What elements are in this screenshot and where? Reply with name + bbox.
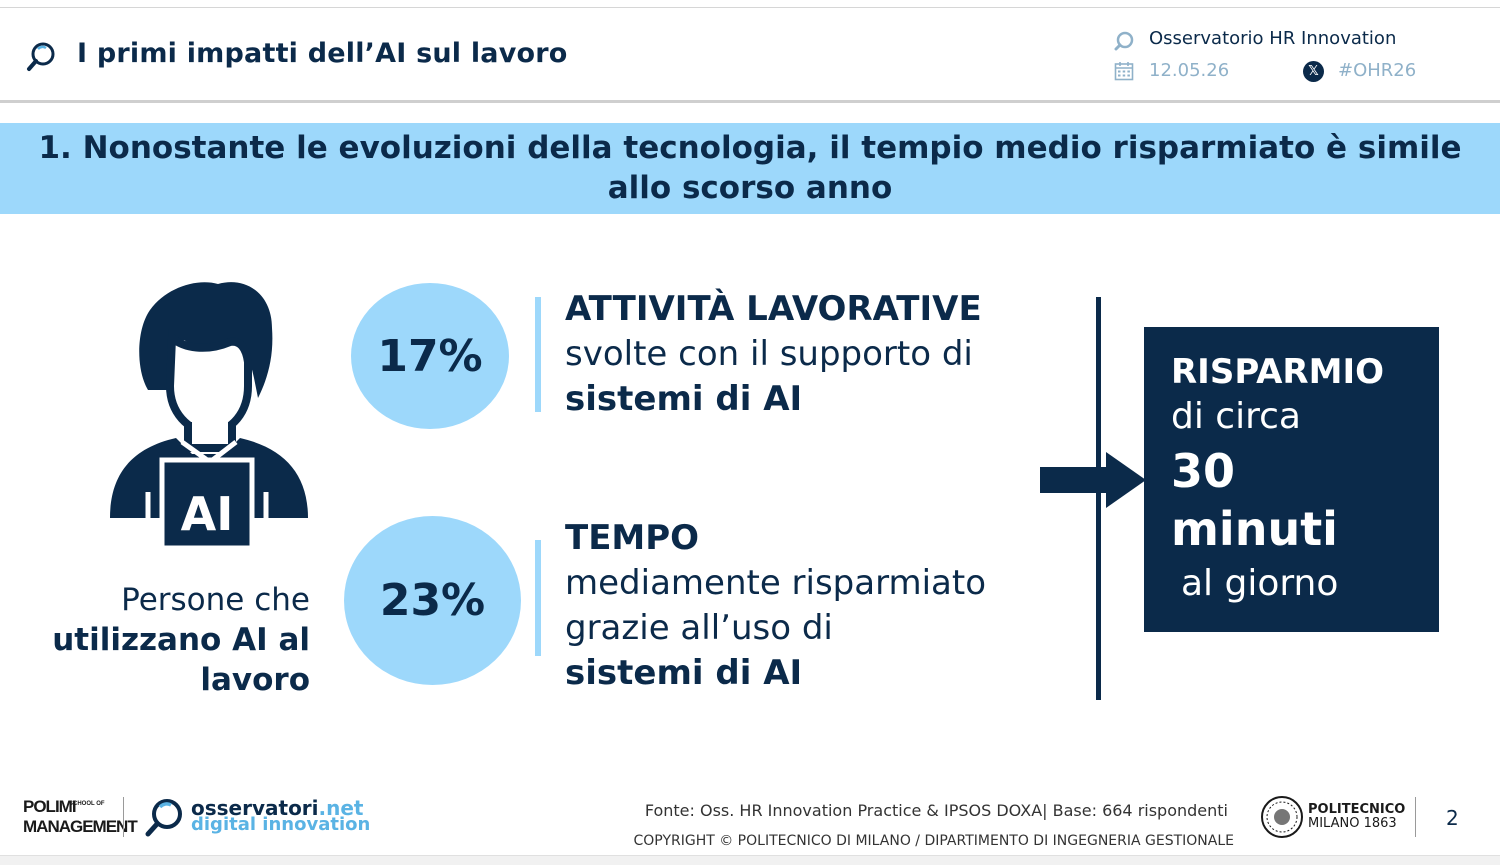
digital-innovation-text: digital innovation — [191, 814, 371, 835]
event-date: 12.05.26 — [1149, 60, 1230, 81]
stat-accent-bar — [535, 540, 541, 656]
ai-badge-text: AI — [181, 487, 234, 541]
stat-circle-activities: 17% — [351, 283, 509, 429]
x-social-icon: 𝕏 — [1303, 61, 1324, 82]
organization-name: Osservatorio HR Innovation — [1149, 28, 1397, 49]
osservatori-logo-icon — [145, 799, 182, 837]
page-number: 2 — [1446, 806, 1459, 830]
magnifier-icon — [27, 42, 55, 71]
savings-value: 30 — [1171, 444, 1236, 498]
stat-line: svolte con il supporto di — [565, 334, 973, 374]
stat-title: ATTIVITÀ LAVORATIVE — [565, 289, 982, 329]
headline-banner — [0, 123, 1500, 214]
footer-divider — [123, 797, 124, 837]
event-hashtag: #OHR26 — [1338, 60, 1417, 81]
savings-line: di circa — [1171, 396, 1301, 437]
top-divider — [0, 7, 1500, 8]
stat-circle-time: 23% — [344, 516, 521, 685]
osservatori-logo-text: osservatori.net — [191, 796, 364, 820]
savings-box: RISPARMIO di circa 30 minuti al giorno — [1144, 327, 1439, 632]
header-divider — [0, 100, 1500, 103]
persons-caption-line-2: utilizzano AI al — [52, 622, 310, 658]
slide-title: I primi impatti dell’AI sul lavoro — [77, 38, 568, 69]
osservatorio-icon — [1114, 31, 1134, 51]
footer-divider — [1415, 797, 1416, 837]
copyright-note: COPYRIGHT © POLITECNICO DI MILANO / DIPA… — [633, 833, 1234, 849]
stat-line-bold: sistemi di AI — [565, 379, 803, 419]
politecnico-name: POLITECNICO — [1308, 802, 1406, 817]
bottom-bar — [0, 855, 1500, 865]
stat-description-activities: ATTIVITÀ LAVORATIVE svolte con il suppor… — [565, 287, 982, 422]
headline-text: 1. Nonostante le evoluzioni della tecnol… — [38, 130, 1462, 206]
stat-accent-bar — [535, 297, 541, 412]
stat-line-bold: sistemi di AI — [565, 653, 803, 693]
source-note: Fonte: Oss. HR Innovation Practice & IPS… — [644, 801, 1228, 820]
vertical-divider — [1096, 297, 1101, 700]
polimi-school-logo: POLIMI SCHOOL OF MANAGEMENT — [23, 797, 138, 836]
savings-title: RISPARMIO — [1171, 352, 1384, 392]
persons-caption-line-3: lavoro — [200, 662, 310, 698]
persons-caption-line-1: Persone che — [121, 582, 310, 618]
arrow-right-icon — [1040, 452, 1146, 508]
ai-user-icon: AI — [110, 282, 308, 550]
stat-line: mediamente risparmiato — [565, 563, 987, 603]
savings-unit: minuti — [1171, 502, 1338, 556]
calendar-icon — [1114, 62, 1134, 81]
stat-description-time: TEMPO mediamente risparmiato grazie all’… — [565, 516, 986, 696]
persons-caption: Persone che utilizzano AI al lavoro — [52, 580, 310, 700]
stat-title: TEMPO — [565, 518, 700, 558]
politecnico-seal-icon — [1261, 796, 1303, 838]
politecnico-city: MILANO 1863 — [1308, 816, 1397, 831]
savings-line: al giorno — [1181, 563, 1339, 604]
stat-line: grazie all’uso di — [565, 608, 833, 648]
